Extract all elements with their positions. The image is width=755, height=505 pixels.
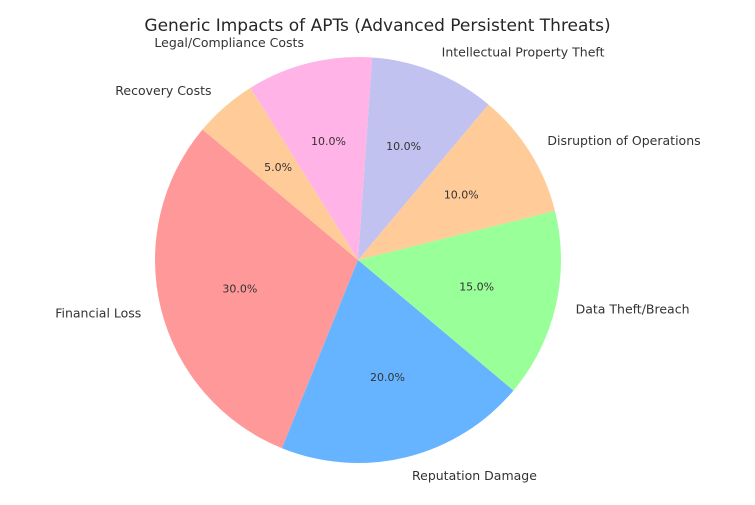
pie-slices [154, 57, 561, 463]
slice-labels: Financial Loss Reputation Damage Data Thef… [55, 35, 700, 483]
slice-label-legal-compliance-costs: Legal/Compliance Costs [154, 35, 304, 50]
pie-slice-data-theft-breach [358, 210, 561, 391]
pct-label-disruption-of-operations: 10.0% [444, 188, 479, 201]
slice-label-recovery-costs: Recovery Costs [115, 83, 211, 98]
pct-label-data-theft-breach: 15.0% [459, 280, 494, 293]
pct-label-financial-loss: 30.0% [222, 282, 257, 295]
slice-label-reputation-damage: Reputation Damage [412, 468, 537, 483]
pie-slice-recovery-costs [202, 87, 358, 260]
pct-label-reputation-damage: 20.0% [370, 371, 405, 384]
slice-label-data-theft-breach: Data Theft/Breach [576, 302, 690, 317]
slice-label-financial-loss: Financial Loss [55, 306, 141, 321]
pct-label-intellectual-property-theft: 10.0% [386, 140, 421, 153]
pct-label-recovery-costs: 5.0% [264, 161, 292, 174]
slice-label-intellectual-property-theft: Intellectual Property Theft [442, 44, 605, 59]
percentage-labels: 30.0% 20.0% 15.0% 10.0% 10.0% 10.0% 5.0% [222, 135, 494, 384]
pct-label-legal-compliance-costs: 10.0% [311, 135, 346, 148]
pie-slice-financial-loss [154, 129, 358, 449]
pie-slice-intellectual-property-theft [358, 57, 489, 260]
pie-slice-disruption-of-operations [358, 104, 555, 260]
chart-title: Generic Impacts of APTs (Advanced Persis… [144, 16, 611, 36]
slice-label-disruption-of-operations: Disruption of Operations [547, 133, 700, 148]
pie-slice-reputation-damage [281, 260, 514, 463]
pie-slice-legal-compliance-costs [250, 57, 373, 261]
